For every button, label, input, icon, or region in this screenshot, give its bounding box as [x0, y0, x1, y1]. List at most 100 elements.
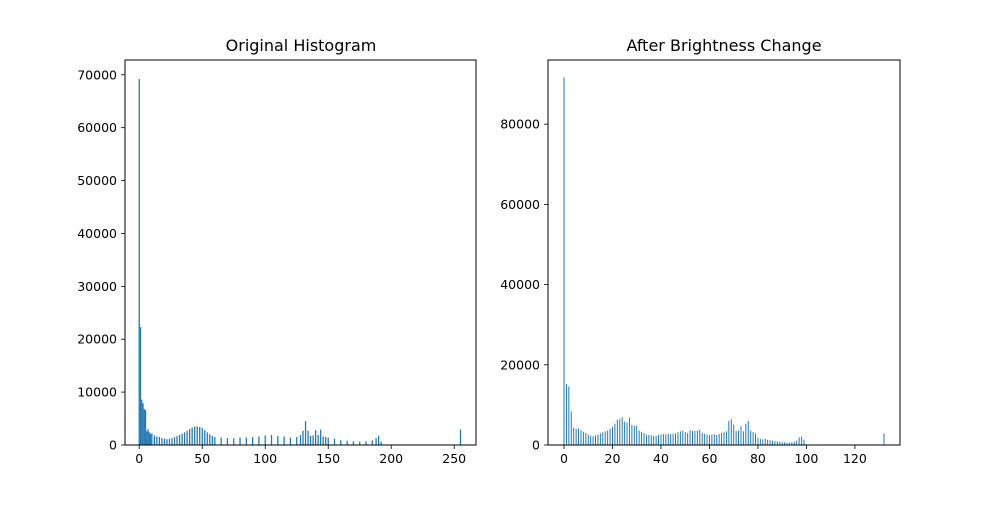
plot-frame-original — [124, 59, 477, 446]
histogram-bar — [762, 439, 764, 445]
histogram-bar — [320, 429, 322, 445]
histogram-bar — [194, 426, 196, 445]
histogram-bar — [595, 435, 596, 446]
x-tick-label: 100 — [253, 451, 277, 466]
histogram-bar — [143, 409, 145, 445]
histogram-bar — [171, 438, 173, 446]
histogram-bar — [733, 424, 735, 445]
histogram-bar — [641, 431, 643, 445]
y-tick-label: 0 — [109, 438, 117, 453]
y-tick-label: 40000 — [500, 277, 540, 292]
histogram-bar — [327, 437, 329, 445]
histogram-bar — [609, 428, 611, 445]
histogram-bar — [650, 435, 652, 446]
histogram-bar — [614, 423, 616, 445]
histogram-bar — [645, 434, 647, 445]
y-tick-label: 50000 — [77, 173, 117, 188]
histogram-bar — [144, 410, 147, 445]
histogram-bar — [163, 438, 166, 445]
histogram-bar — [677, 432, 679, 445]
histogram-bar — [675, 433, 676, 445]
histogram-bar — [735, 430, 737, 445]
histogram-bar — [380, 441, 382, 445]
histogram-bar — [774, 440, 776, 445]
histogram-chart-brightness: After Brightness Change 0 20 40 60 80 100 1200… — [500, 36, 901, 466]
histogram-bar — [375, 438, 377, 446]
histogram-bar — [142, 403, 144, 445]
x-tick-label: 250 — [442, 451, 466, 466]
histogram-bar — [270, 434, 273, 445]
histogram-bar — [258, 436, 260, 445]
histogram-bar — [689, 430, 691, 445]
histogram-bar — [716, 434, 718, 445]
histogram-bar — [245, 437, 247, 445]
histogram-bar — [738, 430, 740, 445]
histogram-bar — [582, 431, 584, 445]
histogram-bar — [796, 440, 798, 445]
x-tick-label: 100 — [794, 451, 818, 466]
histogram-bar — [728, 420, 730, 445]
histogram-bar — [667, 433, 669, 445]
histogram-bar — [209, 434, 211, 445]
histogram-bar — [138, 79, 140, 445]
histogram-bar — [628, 417, 630, 445]
histogram-bar — [604, 431, 606, 445]
histogram-bar — [631, 424, 633, 445]
histogram-bar — [619, 418, 621, 445]
histogram-bar — [658, 434, 660, 445]
y-tick-label: 10000 — [77, 385, 117, 400]
histogram-bar — [721, 432, 723, 445]
histogram-bar — [769, 440, 771, 445]
histogram-bar — [708, 434, 710, 445]
histogram-bar — [672, 433, 674, 445]
histogram-bar — [147, 429, 149, 445]
histogram-bar — [759, 438, 761, 445]
x-tick-label: 20 — [605, 451, 621, 466]
histogram-bar — [156, 436, 158, 445]
x-tick-label: 40 — [653, 451, 669, 466]
histogram-bar — [173, 437, 176, 445]
histogram-bar — [687, 432, 689, 445]
histogram-bar — [684, 432, 686, 445]
histogram-bar — [612, 426, 613, 445]
histogram-bar — [239, 437, 241, 445]
histogram-bar — [211, 436, 213, 445]
histogram-bar — [346, 440, 348, 445]
histogram-bar — [597, 434, 599, 445]
histogram-bar — [772, 440, 773, 445]
histogram-bar — [352, 441, 355, 445]
histogram-bar — [648, 434, 650, 445]
y-tick-label: 60000 — [77, 120, 117, 135]
histogram-bar — [568, 386, 570, 445]
histogram-bar — [585, 432, 587, 445]
histogram-bar — [883, 433, 885, 445]
y-tick-label: 70000 — [77, 67, 117, 82]
x-tick-label: 0 — [560, 451, 568, 466]
histogram-bar — [149, 433, 152, 445]
histogram-bar — [578, 428, 580, 445]
histogram-bar — [701, 432, 703, 445]
histogram-bar — [214, 437, 216, 445]
histogram-bar — [670, 434, 672, 445]
histogram-bar — [665, 434, 667, 445]
histogram-bar — [191, 427, 193, 445]
histogram-bar — [643, 432, 645, 445]
histogram-bar — [283, 436, 285, 445]
histogram-bar — [745, 423, 747, 445]
histogram-bar — [730, 419, 732, 445]
histogram-bar — [662, 434, 664, 445]
histogram-bar — [570, 411, 572, 445]
histogram-bar — [575, 428, 577, 445]
histogram-bar — [201, 428, 203, 445]
histogram-bar — [636, 425, 638, 445]
histogram-bar — [587, 434, 589, 445]
histogram-bar — [153, 435, 155, 445]
histogram-bar — [779, 441, 781, 445]
histogram-chart-original: Original Histogram 0 50 100 150 200 250 0 10000… — [77, 36, 477, 466]
histogram-bar — [793, 441, 795, 445]
y-tick-label: 20000 — [77, 332, 117, 347]
histogram-bar — [563, 77, 565, 446]
histogram-bar — [183, 432, 186, 445]
histogram-bar — [148, 432, 150, 445]
